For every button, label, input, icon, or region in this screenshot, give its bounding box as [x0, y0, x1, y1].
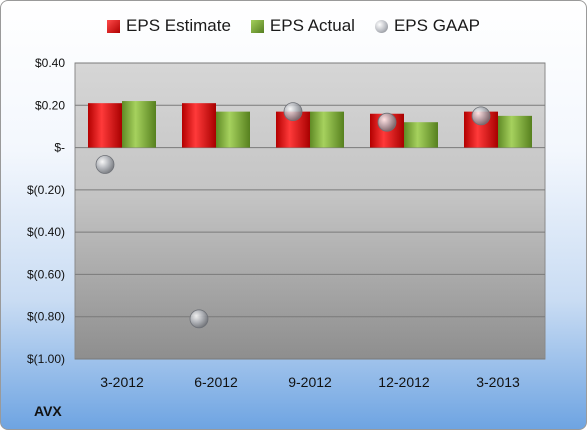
legend: EPS Estimate EPS Actual EPS GAAP [1, 16, 586, 36]
x-tick-label: 9-2012 [288, 374, 332, 390]
ticker-label: AVX [34, 403, 62, 419]
x-tick-label: 6-2012 [194, 374, 238, 390]
legend-swatch-eps-actual [250, 19, 264, 33]
legend-label-eps-actual: EPS Actual [269, 16, 355, 35]
point-eps-gaap [283, 102, 303, 122]
legend-swatch-eps-estimate [107, 19, 121, 33]
x-tick-label: 3-2012 [100, 374, 144, 390]
legend-item-eps-gaap: EPS GAAP [374, 16, 480, 36]
point-eps-gaap [377, 112, 397, 132]
y-tick-label: $(0.60) [27, 267, 65, 281]
legend-swatch-eps-gaap [374, 19, 388, 33]
x-tick-label: 12-2012 [378, 374, 430, 390]
point-eps-gaap [189, 309, 209, 329]
y-tick-label: $0.20 [35, 98, 65, 112]
legend-label-eps-estimate: EPS Estimate [126, 16, 231, 35]
y-tick-label: $(0.20) [27, 183, 65, 197]
y-tick-label: $(0.80) [27, 310, 65, 324]
point-eps-gaap [471, 106, 491, 126]
legend-item-eps-actual: EPS Actual [250, 16, 355, 36]
x-tick-label: 3-2013 [476, 374, 520, 390]
legend-item-eps-estimate: EPS Estimate [107, 16, 231, 36]
y-tick-label: $- [54, 141, 65, 155]
legend-label-eps-gaap: EPS GAAP [393, 16, 480, 35]
bar-eps-actual [216, 111, 250, 148]
bar-eps-actual [404, 122, 438, 148]
bar-eps-estimate [182, 103, 216, 148]
bar-eps-actual [498, 115, 532, 148]
point-eps-gaap [95, 155, 115, 174]
y-tick-label: $0.40 [35, 56, 65, 70]
bar-eps-actual [122, 101, 156, 148]
bar-eps-actual [310, 111, 344, 148]
y-tick-label: $(0.40) [27, 225, 65, 239]
bar-eps-estimate [88, 103, 122, 148]
y-tick-label: $(1.00) [27, 352, 65, 366]
